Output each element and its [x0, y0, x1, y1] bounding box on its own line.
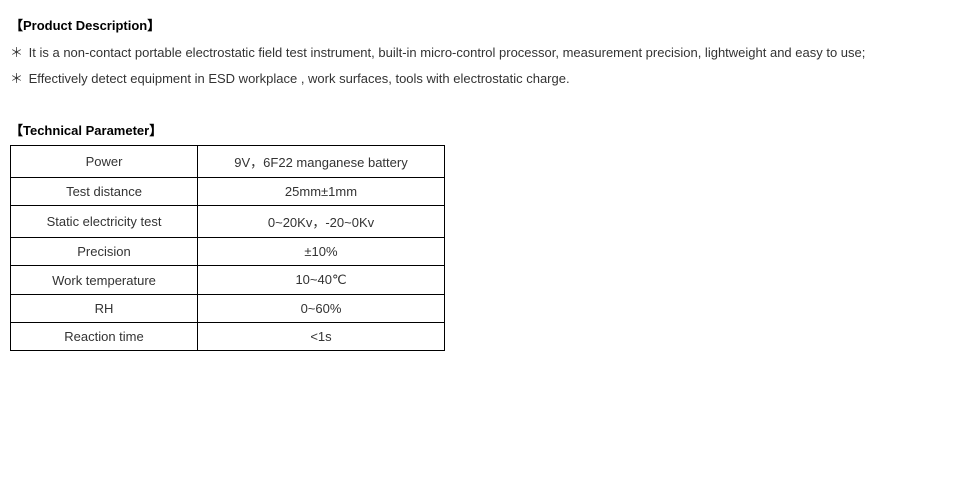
description-text: It is a non-contact portable electrostat… — [29, 45, 866, 60]
product-description-heading: 【Product Description】 — [10, 15, 953, 34]
param-label: Reaction time — [11, 323, 198, 351]
bullet-icon: ＊ — [10, 71, 23, 86]
technical-parameter-section: 【Technical Parameter】 Power 9V，6F22 mang… — [10, 120, 953, 351]
table-row: Work temperature 10~40℃ — [11, 266, 445, 295]
param-label: Static electricity test — [11, 206, 198, 238]
product-description-section: 【Product Description】 ＊ It is a non-cont… — [10, 15, 953, 92]
param-value: 25mm±1mm — [198, 178, 445, 206]
param-value: ±10% — [198, 238, 445, 266]
param-label: Precision — [11, 238, 198, 266]
description-line: ＊ Effectively detect equipment in ESD wo… — [10, 66, 953, 92]
description-line: ＊ It is a non-contact portable electrost… — [10, 40, 953, 66]
param-value: <1s — [198, 323, 445, 351]
technical-parameter-table: Power 9V，6F22 manganese battery Test dis… — [10, 145, 445, 351]
description-text: Effectively detect equipment in ESD work… — [29, 71, 570, 86]
bullet-icon: ＊ — [10, 45, 23, 60]
table-row: Static electricity test 0~20Kv，-20~0Kv — [11, 206, 445, 238]
param-value: 0~60% — [198, 295, 445, 323]
table-row: RH 0~60% — [11, 295, 445, 323]
param-value: 0~20Kv，-20~0Kv — [198, 206, 445, 238]
param-label: RH — [11, 295, 198, 323]
param-value: 9V，6F22 manganese battery — [198, 146, 445, 178]
table-row: Reaction time <1s — [11, 323, 445, 351]
table-row: Test distance 25mm±1mm — [11, 178, 445, 206]
param-label: Test distance — [11, 178, 198, 206]
table-row: Precision ±10% — [11, 238, 445, 266]
param-label: Work temperature — [11, 266, 198, 295]
technical-parameter-heading: 【Technical Parameter】 — [10, 120, 953, 139]
param-label: Power — [11, 146, 198, 178]
table-row: Power 9V，6F22 manganese battery — [11, 146, 445, 178]
param-value: 10~40℃ — [198, 266, 445, 295]
